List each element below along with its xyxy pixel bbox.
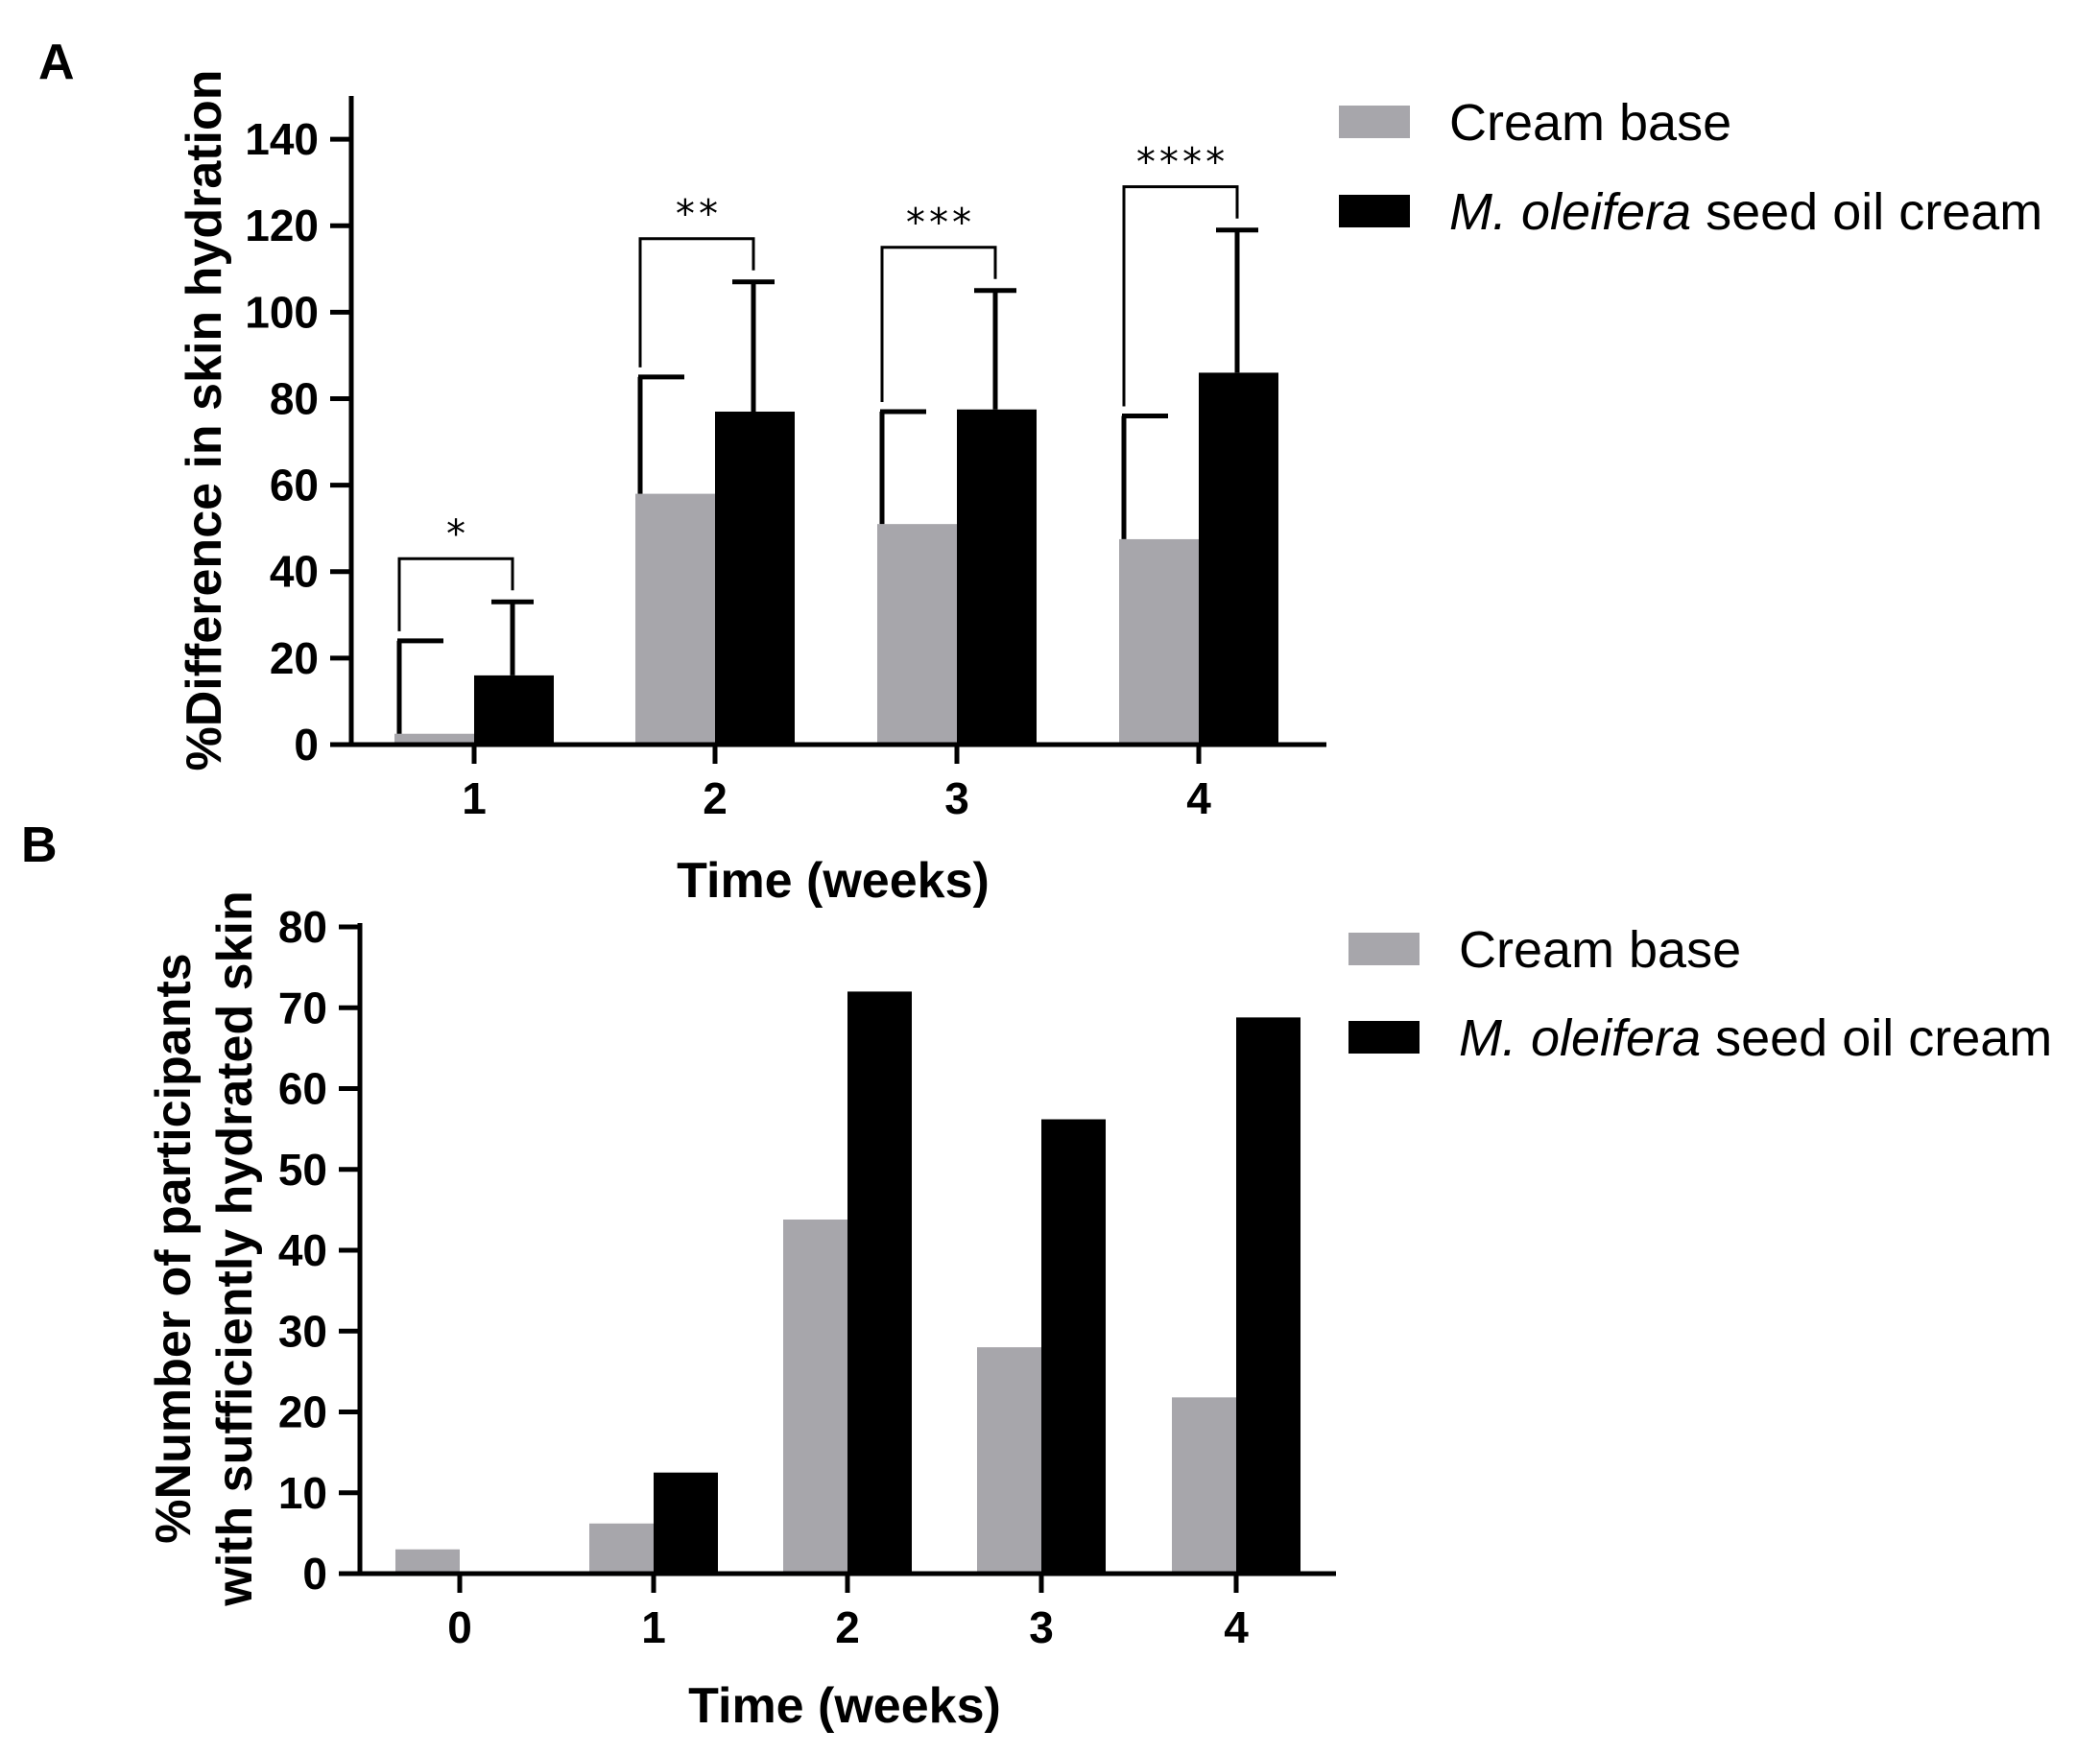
y-tick-label: 30 — [278, 1306, 327, 1356]
panel-b-x-label: Time (weeks) — [688, 1678, 1001, 1734]
y-tick-label: 120 — [245, 201, 319, 250]
y-tick-label: 20 — [270, 633, 319, 683]
y-tick-label: 20 — [278, 1387, 327, 1437]
panel-a-label: A — [38, 35, 75, 90]
significance-bracket — [397, 557, 514, 631]
bar-cream-base — [394, 733, 474, 745]
y-tick-label: 0 — [294, 720, 319, 770]
y-tick-label: 70 — [278, 983, 327, 1032]
legend-label-moringa: M. oleifera seed oil cream — [1449, 183, 2042, 241]
y-tick-label: 80 — [278, 902, 327, 952]
legend-swatch-moringa — [1348, 1021, 1420, 1054]
bar-moringa — [715, 411, 795, 745]
x-tick-label: 1 — [641, 1602, 666, 1652]
x-tick-label: 0 — [447, 1602, 472, 1652]
significance-label: ** — [674, 193, 720, 237]
bar-cream-base — [635, 493, 715, 745]
panel-b: B 0 10 20 30 40 50 60 70 80 0 1 2 3 4 %Number of par… — [21, 818, 2052, 1734]
y-tick-label: 40 — [278, 1225, 327, 1275]
significance-label: * — [444, 512, 467, 557]
bar-cream-base — [783, 1219, 847, 1574]
bar-cream-base — [1172, 1397, 1236, 1574]
x-tick-label: 4 — [1186, 773, 1211, 823]
bar-moringa — [474, 675, 554, 745]
bar-cream-base — [877, 524, 957, 745]
panel-b-label: B — [21, 818, 58, 873]
bar-cream-base — [977, 1347, 1041, 1574]
significance-bracket — [880, 246, 997, 402]
x-tick-label: 3 — [944, 773, 969, 823]
panel-a-legend: Cream base M. oleifera seed oil cream — [1339, 94, 2042, 241]
panel-a-y-label: %Difference in skin hydration — [177, 69, 232, 770]
y-tick-label: 10 — [278, 1468, 327, 1518]
y-tick-label: 60 — [278, 1064, 327, 1114]
x-tick-label: 1 — [462, 773, 487, 823]
bar-moringa — [1236, 1017, 1301, 1574]
bar-cream-base — [395, 1549, 460, 1574]
significance-bracket — [638, 237, 755, 367]
legend-label-moringa: M. oleifera seed oil cream — [1459, 1009, 2052, 1067]
bar-cream-base — [589, 1523, 654, 1574]
panel-b-legend: Cream base M. oleifera seed oil cream — [1348, 921, 2052, 1067]
significance-label: *** — [904, 201, 973, 246]
legend-swatch-cream-base — [1339, 106, 1410, 138]
panel-b-y-label-line-1: %Number of participants — [146, 953, 202, 1543]
legend-label-cream-base: Cream base — [1459, 921, 1741, 979]
significance-bracket — [1122, 185, 1239, 407]
y-tick-label: 40 — [270, 547, 319, 597]
y-tick-label: 100 — [245, 287, 319, 337]
bar-moringa — [1041, 1119, 1106, 1574]
bar-moringa — [1199, 372, 1278, 745]
x-tick-label: 3 — [1029, 1602, 1054, 1652]
significance-label: **** — [1134, 141, 1227, 185]
y-tick-label: 80 — [270, 373, 319, 423]
panel-b-y-label-line-2: with sufficiently hydrated skin — [207, 890, 263, 1606]
bar-moringa — [957, 409, 1037, 745]
y-tick-label: 50 — [278, 1145, 327, 1195]
x-tick-label: 2 — [835, 1602, 860, 1652]
x-tick-label: 2 — [703, 773, 728, 823]
y-tick-label: 0 — [302, 1549, 327, 1599]
legend-swatch-moringa — [1339, 195, 1410, 227]
bar-moringa — [654, 1472, 718, 1574]
legend-label-cream-base: Cream base — [1449, 94, 1731, 152]
legend-swatch-cream-base — [1348, 933, 1420, 965]
bar-cream-base — [1119, 538, 1199, 745]
y-tick-label: 140 — [245, 114, 319, 164]
y-tick-label: 60 — [270, 461, 319, 510]
x-tick-label: 4 — [1224, 1602, 1249, 1652]
bar-moringa — [847, 991, 912, 1574]
panel-a-x-label: Time (weeks) — [677, 853, 990, 909]
